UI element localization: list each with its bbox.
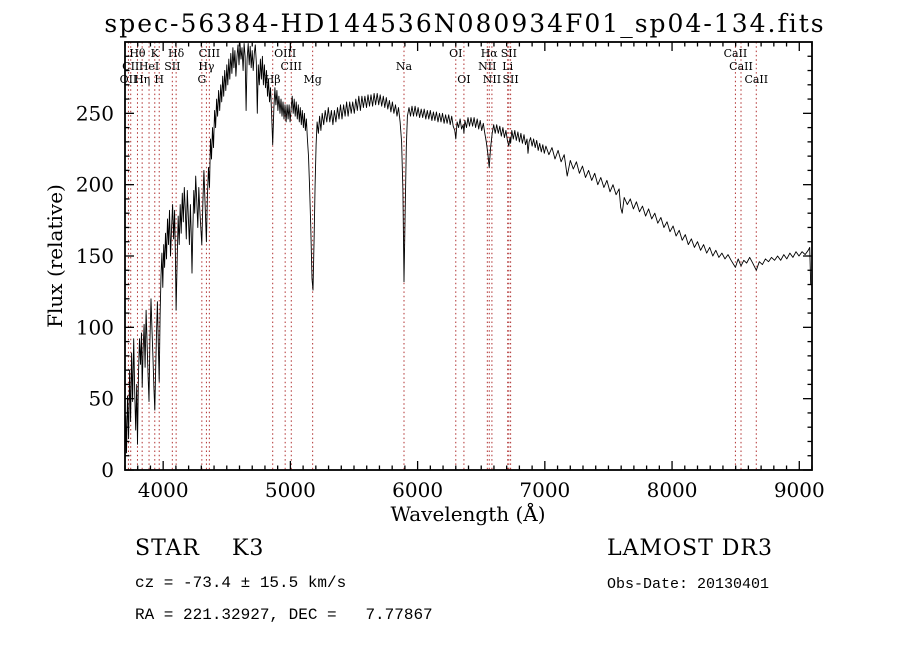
spectral-line-label: CaII xyxy=(724,47,748,60)
x-tick-label: 9000 xyxy=(774,478,825,502)
spectral-line-label: CaII xyxy=(729,60,753,73)
x-tick-label: 6000 xyxy=(392,478,443,502)
spectral-line-label: CII xyxy=(122,60,139,73)
coordinates: RA = 221.32927, DEC = 7.77867 xyxy=(135,606,433,624)
spectral-line-label: HeI xyxy=(139,60,159,73)
x-tick-label: 8000 xyxy=(647,478,698,502)
y-axis-label: Flux (relative) xyxy=(43,184,67,328)
survey-label: LAMOST DR3 xyxy=(607,536,773,561)
spectral-line-label: Hα xyxy=(481,47,499,60)
spectral-line-label: CaII xyxy=(744,73,768,86)
x-tick-label: 5000 xyxy=(265,478,316,502)
spectral-line-label: SII xyxy=(164,60,180,73)
object-class-label: STAR K3 xyxy=(135,536,265,561)
spectral-line-label: OII xyxy=(120,73,138,86)
plot-frame xyxy=(124,41,813,471)
x-tick-label: 7000 xyxy=(519,478,570,502)
spectral-line-label: NII xyxy=(483,73,501,86)
y-tick-label: 250 xyxy=(76,101,114,125)
plot-title: spec-56384-HD144536N080934F01_sp04-134.f… xyxy=(104,9,826,38)
spectrum-trace-group xyxy=(124,42,812,468)
spectral-line-label: Na xyxy=(396,60,413,73)
spectral-line-label: SII xyxy=(501,47,517,60)
axes-frame xyxy=(124,41,813,471)
x-axis-label: Wavelength (Å) xyxy=(390,501,545,526)
spectral-line-label: OIII xyxy=(274,47,296,60)
obs-date: Obs-Date: 20130401 xyxy=(607,576,770,593)
spectral-line-markers xyxy=(127,42,757,470)
spectral-line-label: NII xyxy=(478,60,496,73)
spectral-line-label: CIII xyxy=(199,47,220,60)
axis-tick-labels: 4000 5000 6000 7000 8000 9000 0 50 100 150 200 250 xyxy=(76,101,825,502)
spectral-line-label: SII xyxy=(502,73,518,86)
spectral-line-label: Li xyxy=(502,60,513,73)
y-tick-label: 50 xyxy=(89,387,114,411)
spectral-line-label: G xyxy=(197,73,206,86)
spectral-line-label: H xyxy=(154,73,164,86)
spectral-line-label: Hθ xyxy=(129,47,146,60)
spectral-line-label: K xyxy=(151,47,160,60)
y-tick-label: 0 xyxy=(101,458,114,482)
y-tick-label: 150 xyxy=(76,244,114,268)
spectral-line-label: CIII xyxy=(281,60,302,73)
spectral-line-label: Mg xyxy=(303,73,321,86)
spectral-line-label: Hγ xyxy=(198,60,215,73)
spectral-line-label: Hη xyxy=(134,73,150,86)
spectral-line-label: OI xyxy=(457,73,470,86)
spectral-line-label: OI xyxy=(449,47,462,60)
spectrum-plot: 4000 5000 6000 7000 8000 9000050100150200250 … xyxy=(43,41,825,526)
cz-value: cz = -73.4 ± 15.5 km/s xyxy=(135,574,347,592)
spectral-line-label: Hβ xyxy=(265,73,281,86)
spectrum-trace xyxy=(124,42,812,468)
y-tick-label: 200 xyxy=(76,173,114,197)
x-tick-label: 4000 xyxy=(138,478,189,502)
y-tick-label: 100 xyxy=(76,315,114,339)
spectral-line-label: Hδ xyxy=(168,47,185,60)
